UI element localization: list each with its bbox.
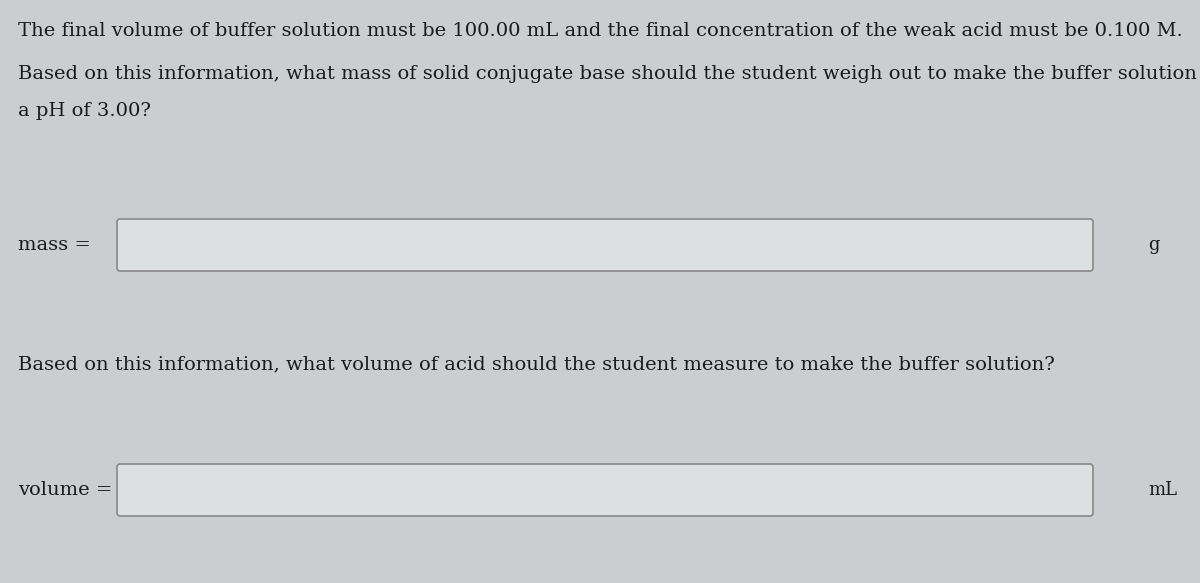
Text: mL: mL xyxy=(1148,481,1177,499)
Text: Based on this information, what mass of solid conjugate base should the student : Based on this information, what mass of … xyxy=(18,65,1200,83)
Text: Based on this information, what volume of acid should the student measure to mak: Based on this information, what volume o… xyxy=(18,355,1055,373)
Text: g: g xyxy=(1148,236,1159,254)
Text: mass =: mass = xyxy=(18,236,91,254)
Text: The final volume of buffer solution must be 100.00 mL and the final concentratio: The final volume of buffer solution must… xyxy=(18,22,1183,40)
Text: volume =: volume = xyxy=(18,481,113,499)
FancyBboxPatch shape xyxy=(118,464,1093,516)
Text: a pH of 3.00?: a pH of 3.00? xyxy=(18,102,151,120)
FancyBboxPatch shape xyxy=(118,219,1093,271)
